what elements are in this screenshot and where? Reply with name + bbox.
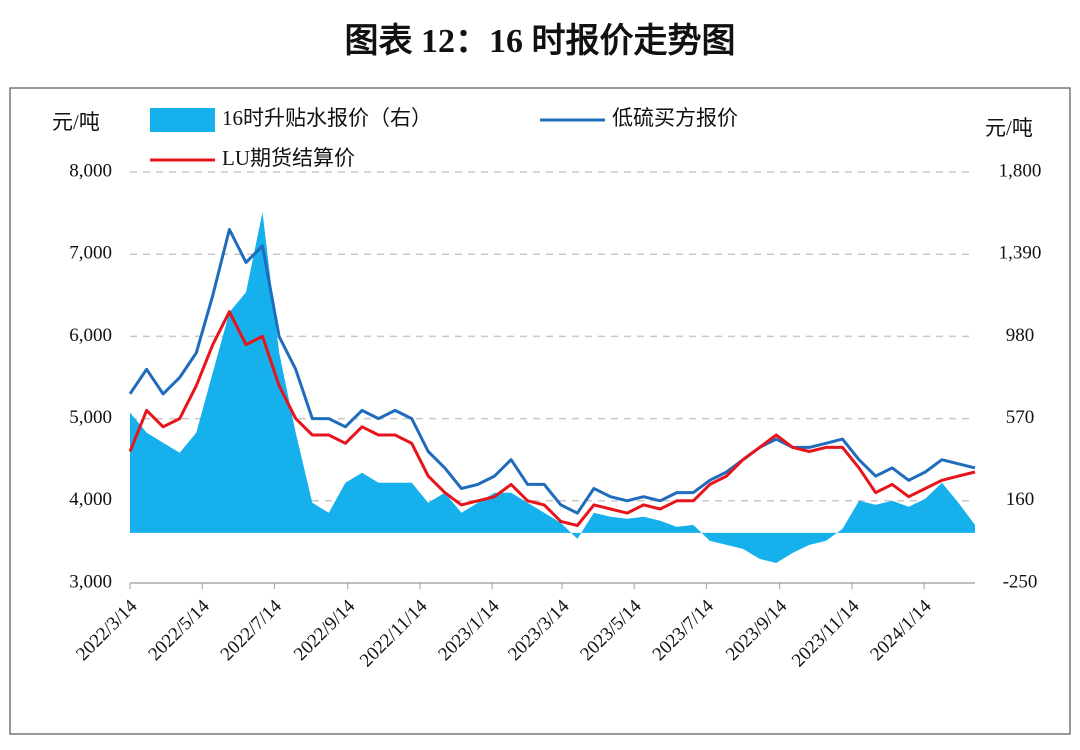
legend-swatch bbox=[150, 108, 215, 132]
x-tick-label: 2022/11/14 bbox=[356, 595, 432, 671]
chart-frame bbox=[9, 87, 1071, 735]
x-tick-label: 2023/5/14 bbox=[576, 595, 646, 665]
y2-tick-label: 1,390 bbox=[999, 243, 1042, 264]
legend-label: LU期货结算价 bbox=[222, 146, 355, 170]
legend-label: 16时升贴水报价（右） bbox=[222, 106, 432, 130]
y-tick-label: 7,000 bbox=[69, 243, 112, 264]
legend-label: 低硫买方报价 bbox=[612, 106, 738, 130]
y2-tick-label: 570 bbox=[1006, 407, 1035, 428]
y2-tick-label: 980 bbox=[1006, 325, 1035, 346]
x-tick-label: 2023/9/14 bbox=[722, 595, 792, 665]
line bbox=[128, 310, 976, 527]
y-tick-label: 4,000 bbox=[69, 489, 112, 510]
y2-tick-label: 1,800 bbox=[999, 160, 1042, 181]
y-tick-label: 3,000 bbox=[69, 571, 112, 592]
y-axis-label: 元/吨 bbox=[52, 110, 100, 134]
x-tick-label: 2022/7/14 bbox=[217, 595, 287, 665]
y-tick-label: 6,000 bbox=[69, 325, 112, 346]
x-tick-label: 2022/9/14 bbox=[290, 595, 360, 665]
y-tick-label: 8,000 bbox=[69, 160, 112, 181]
x-tick-label: 2024/1/14 bbox=[866, 595, 936, 665]
x-tick-label: 2023/1/14 bbox=[434, 595, 504, 665]
x-tick-label: 2023/3/14 bbox=[504, 595, 574, 665]
y-tick-label: 5,000 bbox=[69, 407, 112, 428]
y2-axis-label: 元/吨 bbox=[985, 116, 1033, 140]
chart-title: 图表 12：16 时报价走势图 bbox=[345, 22, 736, 60]
line bbox=[128, 228, 976, 515]
x-tick-label: 2022/3/14 bbox=[72, 595, 142, 665]
x-tick-label: 2023/11/14 bbox=[788, 595, 864, 671]
y2-tick-label: -250 bbox=[1003, 571, 1038, 592]
x-tick-label: 2023/7/14 bbox=[649, 595, 719, 665]
y2-tick-label: 160 bbox=[1006, 489, 1035, 510]
x-tick-label: 2022/5/14 bbox=[144, 595, 214, 665]
area bbox=[130, 212, 975, 563]
